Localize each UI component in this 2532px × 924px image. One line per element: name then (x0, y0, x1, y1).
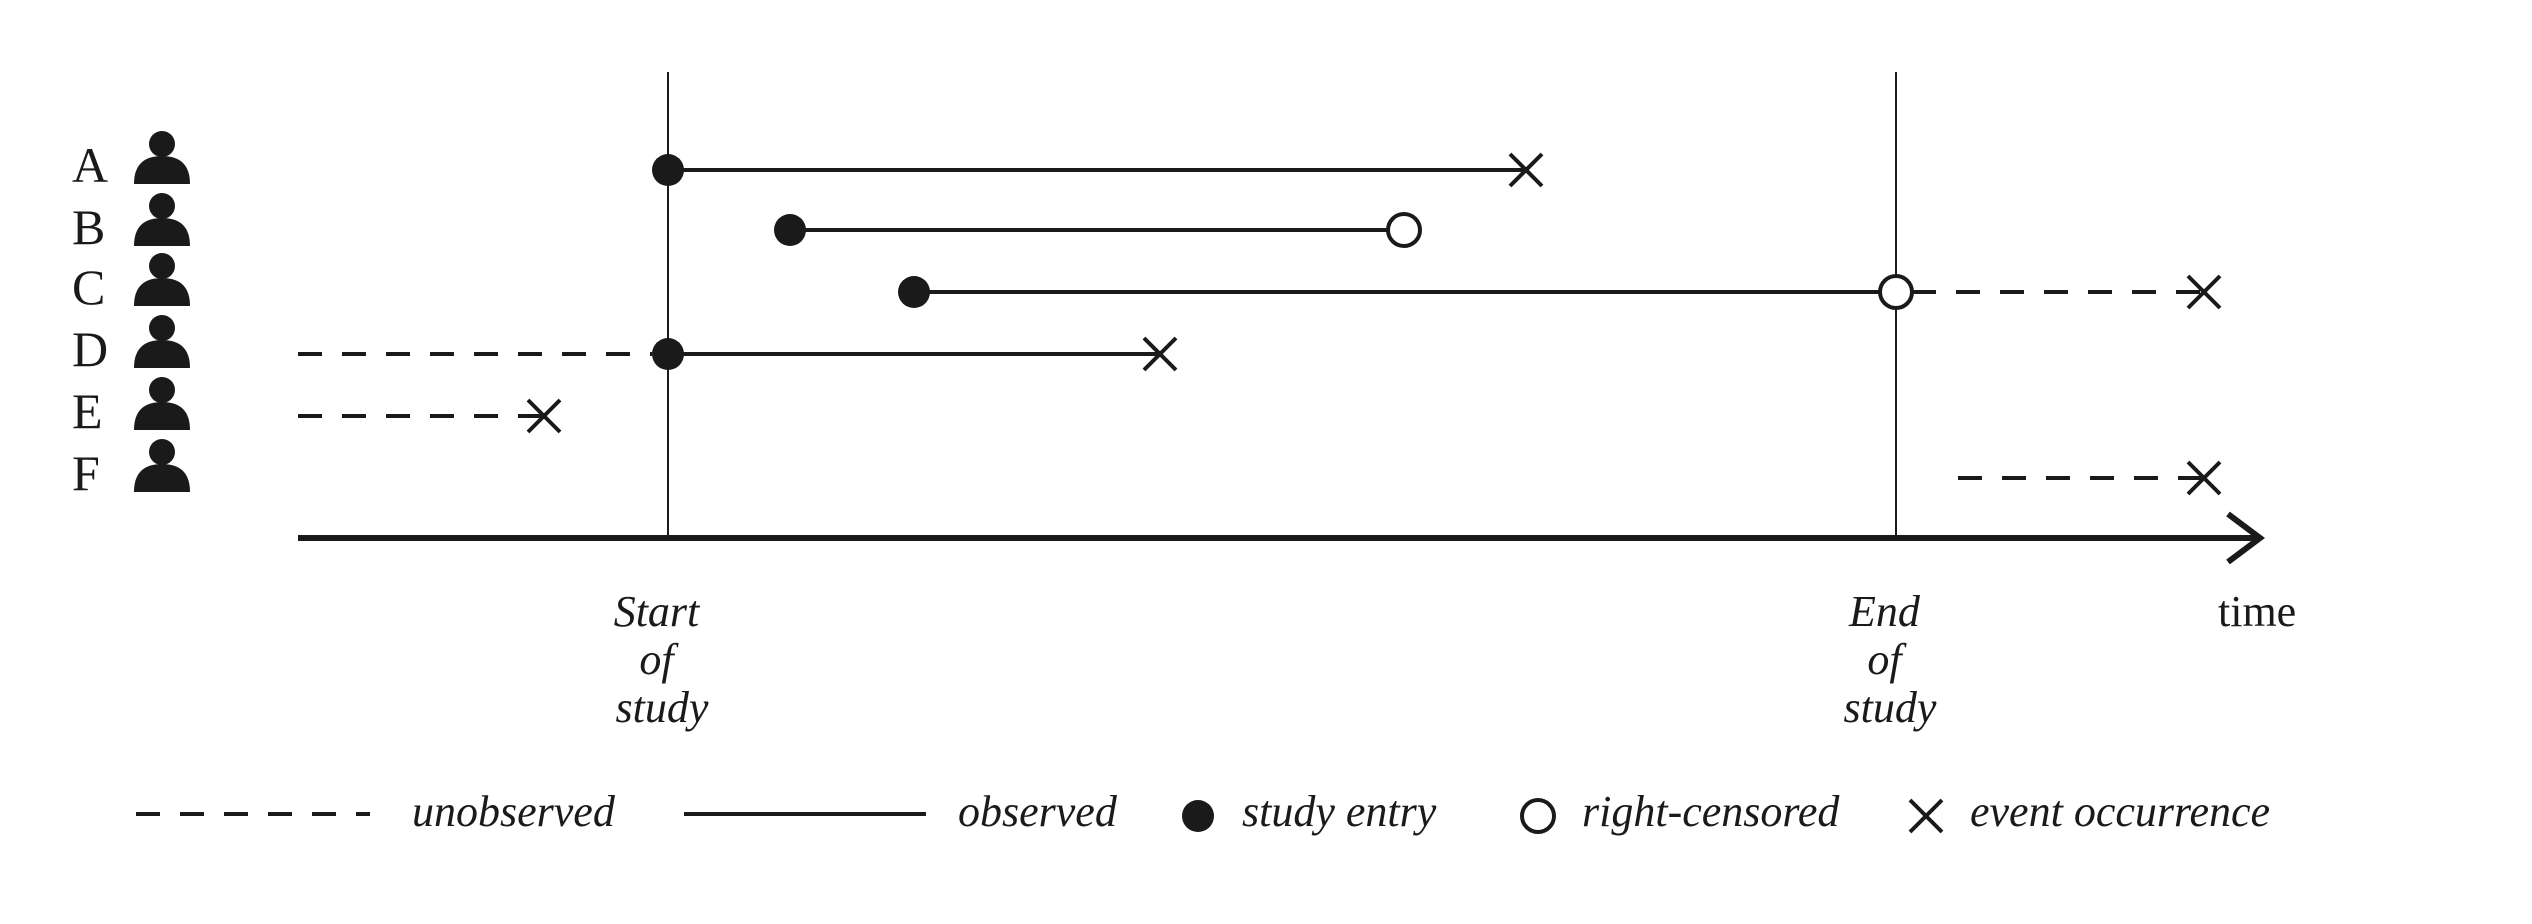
person-icon (134, 131, 190, 184)
person-icon (134, 253, 190, 306)
subject-label-b: B (72, 199, 105, 255)
legend-event-occurrence-label: event occurrence (1970, 787, 2270, 836)
time-axis-label: time (2218, 587, 2296, 636)
person-icon (134, 193, 190, 246)
legend-right-censored-icon (1520, 798, 1556, 834)
legend-right-censored-label: right-censored (1582, 787, 1840, 836)
person-icon (134, 377, 190, 430)
subject-c-censored-marker (1878, 274, 1914, 310)
subject-a-entry-marker (652, 154, 684, 186)
legend-event-occurrence-icon (1908, 798, 1944, 834)
legend-unobserved-label: unobserved (412, 787, 616, 836)
subject-label-f: F (72, 445, 100, 501)
legend-observed-label: observed (958, 787, 1118, 836)
person-icon (134, 315, 190, 368)
time-axis-arrowhead (2226, 511, 2265, 565)
subject-c-entry-marker (898, 276, 930, 308)
start-of-study-label: Start of study (614, 587, 711, 732)
subject-label-c: C (72, 259, 105, 315)
subject-d-entry-marker (652, 338, 684, 370)
subject-label-a: A (72, 137, 108, 193)
subject-label-d: D (72, 321, 108, 377)
legend-study-entry-label: study entry (1242, 787, 1437, 836)
end-of-study-label: End of study (1844, 587, 1937, 732)
legend-study-entry-icon (1182, 800, 1214, 832)
subject-b-entry-marker (774, 214, 806, 246)
person-icon (134, 439, 190, 492)
subject-label-e: E (72, 383, 103, 439)
subject-b-censored-marker (1386, 212, 1422, 248)
